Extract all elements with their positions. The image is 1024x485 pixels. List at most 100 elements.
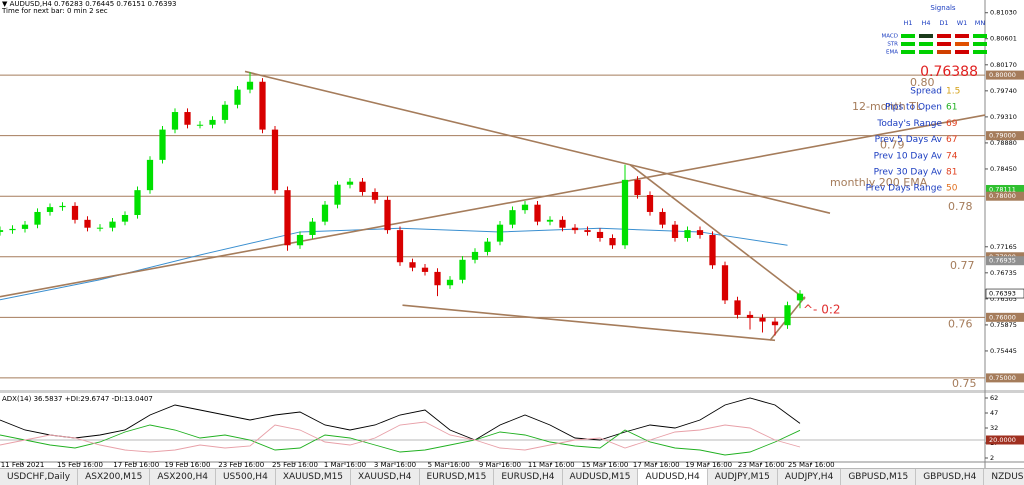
- price-label-box: [985, 288, 1024, 299]
- x-tick-label: 15 Mar 16:00: [582, 461, 629, 468]
- x-tick-label: 3 Mar 16:00: [374, 461, 416, 468]
- signal-cell: [955, 34, 969, 38]
- x-tick-label: 9 Mar 16:00: [479, 461, 521, 468]
- signals-column: H1: [903, 19, 912, 27]
- x-tick-label: 23 Feb 16:00: [218, 461, 264, 468]
- price-label-box: [986, 70, 1024, 80]
- price-label-box: [986, 256, 1024, 266]
- price-label-box: [986, 373, 1024, 383]
- x-tick-label: 15 Feb 16:00: [57, 461, 103, 468]
- candle-body: [59, 205, 66, 208]
- x-tick-label: 19 Mar 16:00: [685, 461, 732, 468]
- indicator-line: [0, 421, 801, 453]
- annotation: ^- 0:2: [803, 303, 841, 317]
- chart-tab[interactable]: GBPUSD,H4: [916, 469, 985, 485]
- candle-body: [584, 230, 591, 232]
- indicator-line: [0, 397, 801, 441]
- candle-body: [421, 267, 429, 272]
- price-label-box: [986, 191, 1024, 201]
- candle-body: [621, 179, 629, 246]
- info-value: 1.5: [946, 87, 960, 97]
- info-label: Prev 10 Day Av: [874, 151, 943, 161]
- chart-tab[interactable]: AUDUSD,M15: [563, 469, 639, 485]
- y-tick-label: 0.75445: [990, 347, 1017, 355]
- chart-tab[interactable]: XAUUSD,H4: [351, 469, 420, 485]
- candle-body: [146, 159, 154, 191]
- level-label: 0.80: [910, 76, 935, 89]
- candle-body: [546, 219, 554, 222]
- signal-cell: [955, 50, 969, 54]
- x-tick-label: 17 Mar 16:00: [633, 461, 680, 468]
- candle-body: [471, 251, 479, 260]
- candle-body: [296, 234, 304, 246]
- chart-tab[interactable]: ASX200,M15: [78, 469, 151, 485]
- candle-body: [371, 191, 379, 200]
- y-tick-label: 0.78450: [990, 165, 1017, 173]
- bar-timer: Time for next bar: 0 min 2 sec: [1, 7, 108, 15]
- candle-body: [46, 207, 54, 212]
- trendline: [0, 114, 986, 298]
- chart-tab[interactable]: AUDJPY,H4: [778, 469, 842, 485]
- y-tick-label: 0.80170: [990, 61, 1017, 69]
- x-tick-label: 23 Mar 16:00: [738, 461, 785, 468]
- level-label: 0.76: [948, 317, 973, 330]
- chart-tab[interactable]: US500,H4: [216, 469, 276, 485]
- chart-tab[interactable]: ASX200,H4: [150, 469, 216, 485]
- candle-body: [796, 293, 804, 301]
- info-label: Pips to Open: [885, 103, 942, 113]
- x-tick-label: 25 Feb 16:00: [272, 461, 318, 468]
- info-label: Spread: [910, 87, 942, 97]
- chart-tab[interactable]: AUDJPY,M15: [708, 469, 778, 485]
- info-value: 61: [946, 103, 957, 113]
- annotation: monthly 200 EMA: [830, 176, 928, 189]
- signals-column: MN: [975, 19, 986, 27]
- candle-body: [496, 224, 504, 242]
- price-label: 0.76393: [989, 290, 1016, 298]
- candle-body: [334, 184, 341, 205]
- chart: ▼ AUDUSD,H4 0.76283 0.76445 0.76151 0.76…: [0, 0, 1024, 468]
- candle-body: [409, 262, 416, 268]
- price-label: 0.76935: [989, 257, 1016, 265]
- annotation: 12-month TL: [852, 100, 923, 113]
- price-label: 0.78000: [989, 192, 1016, 200]
- candle-body: [534, 204, 541, 222]
- candle-body: [446, 279, 454, 286]
- price-label: 0.80000: [989, 71, 1016, 79]
- x-tick-label: 19 Feb 16:00: [165, 461, 211, 468]
- signal-cell: [901, 34, 915, 38]
- candle-body: [259, 81, 266, 130]
- candle-body: [721, 265, 729, 301]
- price-label-box: [986, 131, 1024, 141]
- level-label: 0.79: [880, 139, 905, 152]
- y-tick-label: 0.76735: [990, 269, 1017, 277]
- candle-body: [234, 89, 241, 105]
- y-tick-label: 0.75875: [990, 321, 1017, 329]
- moving-average: [0, 227, 788, 301]
- candle-body: [484, 241, 491, 252]
- signal-cell: [973, 34, 987, 38]
- info-label: Today's Range: [876, 119, 942, 129]
- x-tick-label: 11 Mar 16:00: [528, 461, 575, 468]
- y-tick-label: 62: [990, 394, 998, 402]
- chart-tab[interactable]: GBPUSD,M15: [841, 469, 917, 485]
- chart-tab[interactable]: EURUSD,M15: [420, 469, 495, 485]
- x-tick-label: 17 Feb 16:00: [113, 461, 159, 468]
- current-price: 0.76388: [920, 64, 978, 80]
- level-label: 0.78: [948, 200, 973, 213]
- candle-body: [359, 181, 366, 192]
- x-tick-label: 25 Mar 16:00: [788, 461, 835, 468]
- candle-body: [21, 224, 29, 229]
- chart-tab[interactable]: XAUUSD,M15: [276, 469, 352, 485]
- trendline: [402, 304, 776, 342]
- x-tick-label: 1 Mar 16:00: [324, 461, 366, 468]
- candle-body: [134, 190, 141, 215]
- candle-body: [459, 259, 466, 280]
- chart-tab[interactable]: NZDUSD,M15: [984, 469, 1024, 485]
- chart-tab[interactable]: USDCHF,Daily: [0, 469, 79, 485]
- price-label-box: [986, 184, 1024, 194]
- y-tick-label: 32: [990, 424, 998, 432]
- chart-tab[interactable]: AUDUSD,H4: [638, 469, 708, 485]
- candle-body: [96, 227, 104, 229]
- chart-tab[interactable]: EURUSD,H4: [494, 469, 563, 485]
- candle-body: [634, 179, 641, 195]
